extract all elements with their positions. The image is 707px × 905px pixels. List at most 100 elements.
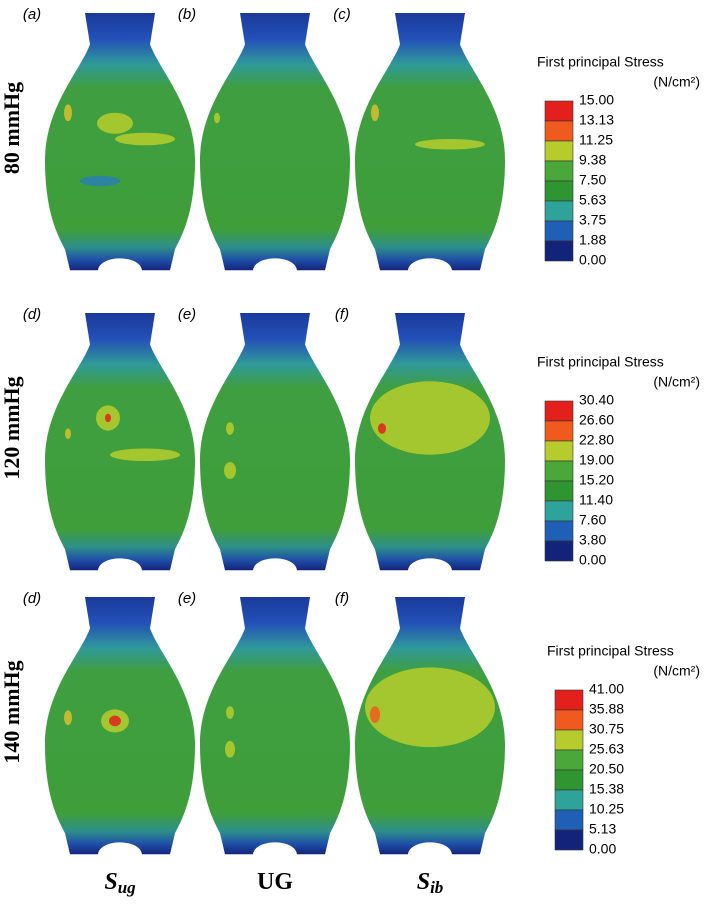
- legend-swatch: [544, 180, 574, 202]
- legend-tick: 41.00: [589, 681, 624, 697]
- column-label: UG: [257, 869, 293, 895]
- legend-tick: 3.75: [579, 212, 606, 228]
- panel-label: (f): [335, 590, 349, 607]
- panel: [200, 13, 350, 271]
- row-label: 140 mmHg: [0, 660, 24, 763]
- legend-title: First principal Stress: [537, 354, 664, 370]
- panel: [355, 313, 505, 571]
- stress-spot: [110, 448, 180, 462]
- legend-tick: 26.60: [579, 412, 614, 428]
- vessel: [200, 313, 350, 571]
- legend-swatch: [544, 440, 574, 462]
- legend-swatch: [554, 689, 584, 711]
- legend-swatch: [544, 220, 574, 242]
- legend-swatch: [544, 160, 574, 182]
- vessel: [200, 597, 350, 855]
- legend-tick: 9.38: [579, 152, 606, 168]
- legend-tick: 5.63: [579, 192, 606, 208]
- legend-tick: 13.13: [579, 112, 614, 128]
- legend-swatch: [554, 749, 584, 771]
- legend-swatch: [544, 200, 574, 222]
- legend-swatch: [554, 769, 584, 791]
- stress-spot: [80, 175, 120, 187]
- legend-swatch: [554, 829, 584, 851]
- legend-swatch: [544, 540, 574, 562]
- column-main: S: [104, 869, 117, 895]
- row-label: 120 mmHg: [0, 376, 24, 479]
- stress-spot: [105, 413, 111, 423]
- legend-swatch: [544, 140, 574, 162]
- stress-spot: [226, 422, 234, 435]
- legend-tick: 7.50: [579, 172, 606, 188]
- panel: [45, 313, 195, 571]
- stress-spot: [224, 462, 236, 479]
- stress-spot: [370, 381, 490, 455]
- legend-tick: 0.00: [579, 252, 606, 268]
- panel-label: (d): [23, 306, 41, 323]
- legend-tick: 30.40: [579, 392, 614, 408]
- legend-swatch: [544, 500, 574, 522]
- panel-label: (b): [178, 6, 196, 23]
- stress-spot: [370, 706, 380, 723]
- legend-tick: 0.00: [589, 841, 616, 857]
- legend-swatch: [544, 460, 574, 482]
- legend-swatch: [544, 240, 574, 262]
- legend-tick: 25.63: [589, 741, 624, 757]
- stress-spot: [225, 740, 235, 758]
- legend-tick: 22.80: [579, 432, 614, 448]
- legend-tick: 15.00: [579, 92, 614, 108]
- panel: [45, 597, 195, 855]
- legend-swatch: [544, 480, 574, 502]
- vessel: [45, 313, 195, 571]
- legend-swatch: [544, 420, 574, 442]
- stress-spot: [64, 104, 72, 122]
- legend-tick: 10.25: [589, 801, 624, 817]
- panel: [45, 13, 195, 271]
- stress-spot: [226, 706, 234, 719]
- column-sub: ib: [430, 878, 443, 897]
- legend-unit: (N/cm²): [653, 374, 700, 390]
- panel: [355, 597, 505, 855]
- stress-spot: [371, 104, 379, 122]
- legend-swatch: [544, 520, 574, 542]
- legend-unit: (N/cm²): [653, 663, 700, 679]
- column-label: Sug: [104, 869, 136, 897]
- panel: [200, 597, 350, 855]
- stress-spot: [115, 132, 175, 146]
- stress-spot: [365, 667, 495, 748]
- legend-tick: 11.40: [579, 492, 613, 508]
- legend-tick: 19.00: [579, 452, 614, 468]
- stress-spot: [109, 715, 121, 727]
- legend-swatch: [544, 100, 574, 122]
- legend-unit: (N/cm²): [653, 74, 700, 90]
- legend-tick: 11.25: [579, 132, 613, 148]
- column-main: S: [417, 869, 430, 895]
- panel-label: (a): [23, 6, 41, 23]
- panel-label: (e): [178, 590, 196, 607]
- legend-tick: 1.88: [579, 232, 606, 248]
- row-label: 80 mmHg: [0, 82, 24, 174]
- column-main: UG: [257, 869, 293, 895]
- legend-swatch: [554, 809, 584, 831]
- stress-spot: [214, 112, 220, 124]
- vessel: [200, 13, 350, 271]
- panel: [200, 313, 350, 571]
- legend-swatch: [554, 709, 584, 731]
- legend-swatch: [544, 120, 574, 142]
- legend-tick: 30.75: [589, 721, 624, 737]
- legend-tick: 15.20: [579, 472, 614, 488]
- stress-spot: [64, 710, 72, 726]
- legend-title: First principal Stress: [547, 643, 674, 659]
- legend-swatch: [554, 789, 584, 811]
- stress-spot: [65, 428, 71, 439]
- stress-spot: [415, 139, 485, 150]
- legend-tick: 15.38: [589, 781, 624, 797]
- column-label: Sib: [417, 869, 444, 897]
- panel-label: (f): [335, 306, 349, 323]
- legend-tick: 5.13: [589, 821, 616, 837]
- panel: [355, 13, 505, 271]
- stress-spot: [97, 112, 133, 134]
- legend-tick: 20.50: [589, 761, 624, 777]
- legend-tick: 0.00: [579, 552, 606, 568]
